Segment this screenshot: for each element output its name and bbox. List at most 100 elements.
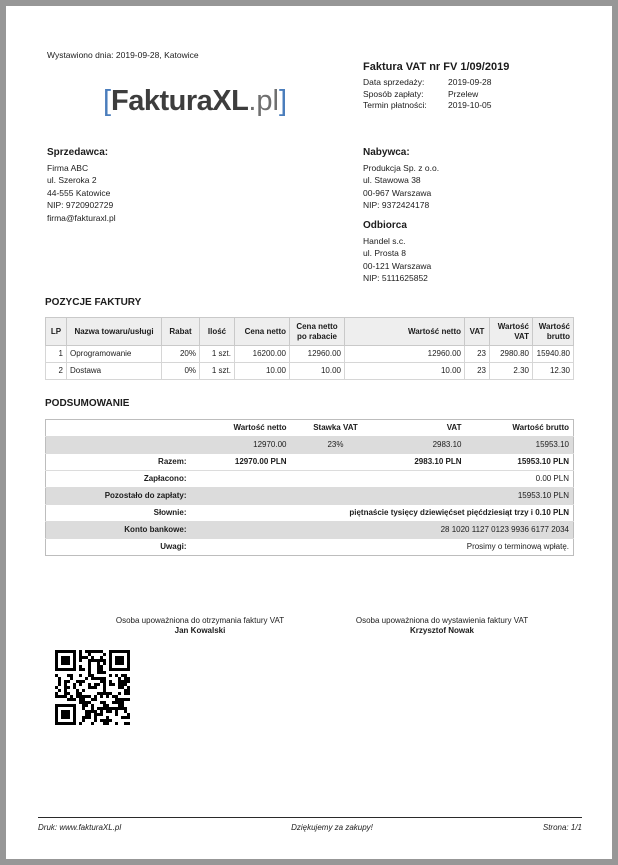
footer-thanks: Dziękujemy za zakupy! — [291, 823, 373, 832]
recipient-city: 00-121 Warszawa — [363, 260, 432, 271]
notes-value: Prosimy o terminową wpłatę. — [190, 538, 574, 556]
item-2-discount: 0% — [161, 362, 200, 380]
logo-bracket-right: ] — [278, 85, 288, 117]
invoice-title: Faktura VAT nr FV 1/09/2019 — [363, 61, 510, 73]
item-1-discount: 20% — [161, 345, 200, 363]
summary-col-vat: VAT — [446, 423, 462, 432]
items-section-heading: POZYCJE FAKTURY — [45, 297, 142, 308]
items-header-row: LP Nazwa towaru/usługi Rabat Ilość Cena … — [45, 317, 574, 346]
recipient-block: Odbiorca Handel s.c. ul. Prosta 8 00-121… — [363, 220, 603, 285]
seller-street: ul. Szeroka 2 — [47, 175, 97, 186]
item-1-qty: 1 szt. — [199, 345, 235, 363]
recipient-nip: NIP: 5111625852 — [363, 273, 428, 284]
invoice-page: Wystawiono dnia: 2019-09-28, Katowice [F… — [6, 6, 612, 859]
due-date-row: Termin płatności: 2019-10-05 — [363, 100, 593, 112]
summary-gross-value: 15953.10 — [465, 436, 574, 454]
summary-section-heading: PODSUMOWANIE — [45, 398, 130, 409]
due-date-value: 2019-10-05 — [448, 100, 492, 110]
item-2-gross-value: 12.30 — [532, 362, 574, 380]
buyer-name: Produkcja Sp. z o.o. — [363, 163, 440, 173]
item-2-qty: 1 szt. — [199, 362, 235, 380]
buyer-city: 00-967 Warszawa — [363, 187, 432, 198]
logo-suffix: .pl — [248, 85, 279, 117]
recipient-street: ul. Prosta 8 — [363, 248, 406, 259]
total-net: 12970.00 PLN — [190, 453, 291, 471]
in-words-row: Słownie: piętnaście tysięcy dziewięćset … — [45, 504, 574, 522]
footer-print-info: Druk: www.fakturaXL.pl — [38, 823, 122, 832]
summary-col-gross: Wartość brutto — [512, 423, 569, 432]
buyer-nip: NIP: 9372424178 — [363, 200, 430, 211]
remaining-value: 15953.10 PLN — [190, 487, 574, 505]
seller-nip: NIP: 9720902729 — [47, 200, 114, 211]
recipient-name: Handel s.c. — [363, 236, 406, 246]
total-gross: 15953.10 PLN — [465, 453, 574, 471]
item-row-1: 1 Oprogramowanie 20% 1 szt. 16200.00 129… — [45, 345, 574, 363]
summary-total-row: Razem: 12970.00 PLN 2983.10 PLN 15953.10… — [45, 453, 574, 471]
seller-name: Firma ABC — [47, 163, 89, 173]
remaining-row: Pozostało do zapłaty: 15953.10 PLN — [45, 487, 574, 505]
signature-receiver-name: Jan Kowalski — [174, 626, 226, 635]
fakturaxl-logo: [FakturaXL.pl] — [55, 84, 335, 118]
summary-rate-value: 23% — [290, 436, 381, 454]
total-label: Razem: — [45, 453, 191, 471]
item-1-net-value: 12960.00 — [344, 345, 465, 363]
notes-row: Uwagi: Prosimy o terminową wpłatę. — [45, 538, 574, 556]
buyer-street: ul. Stawowa 38 — [363, 175, 421, 186]
summary-vat-row: 12970.00 23% 2983.10 15953.10 — [45, 436, 574, 454]
item-1-name: Oprogramowanie — [66, 345, 162, 363]
footer-divider — [38, 817, 582, 818]
item-2-vat: 23 — [464, 362, 490, 380]
footer: Druk: www.fakturaXL.pl Dziękujemy za zak… — [38, 823, 582, 832]
signature-receiver-caption: Osoba upoważniona do otrzymania faktury … — [115, 616, 285, 625]
notes-label: Uwagi: — [45, 538, 191, 556]
sale-date-label: Data sprzedaży: — [363, 77, 425, 87]
seller-email: firma@fakturaxl.pl — [47, 212, 116, 223]
signature-issuer-caption: Osoba upoważniona do wystawienia faktury… — [355, 616, 529, 625]
col-gross-value: Wartość brutto — [532, 317, 574, 346]
footer-page-number: Strona: 1/1 — [542, 823, 582, 832]
col-vat-value: Wartość VAT — [489, 317, 533, 346]
buyer-block: Nabywca: Produkcja Sp. z o.o. ul. Stawow… — [363, 147, 603, 212]
sale-date-row: Data sprzedaży: 2019-09-28 — [363, 77, 593, 89]
summary-col-net: Wartość netto — [233, 423, 287, 432]
seller-city: 44-555 Katowice — [47, 187, 111, 198]
invoice-header: Faktura VAT nr FV 1/09/2019 Data sprzeda… — [363, 61, 593, 112]
total-vat: 2983.10 PLN — [380, 453, 466, 471]
bank-account-label: Konto bankowe: — [45, 521, 191, 539]
items-table: LP Nazwa towaru/usługi Rabat Ilość Cena … — [45, 317, 574, 380]
signature-issuer-name: Krzysztof Nowak — [409, 626, 474, 635]
paid-value: 0.00 PLN — [190, 470, 574, 488]
summary-col-rate: Stawka VAT — [313, 423, 358, 432]
col-vat: VAT — [464, 317, 490, 346]
item-2-lp: 2 — [45, 362, 67, 380]
item-1-vat: 23 — [464, 345, 490, 363]
item-1-net-price-after-discount: 12960.00 — [289, 345, 345, 363]
issued-line: Wystawiono dnia: 2019-09-28, Katowice — [47, 50, 199, 60]
in-words-value: piętnaście tysięcy dziewięćset pięćdzies… — [190, 504, 574, 522]
item-2-net-value: 10.00 — [344, 362, 465, 380]
qr-code — [55, 650, 130, 725]
logo-name: FakturaXL — [111, 85, 249, 117]
recipient-heading: Odbiorca — [363, 220, 407, 231]
item-1-net-price: 16200.00 — [234, 345, 290, 363]
payment-method-value: Przelew — [448, 88, 479, 99]
col-name: Nazwa towaru/usługi — [66, 317, 162, 346]
col-net-value: Wartość netto — [344, 317, 465, 346]
item-2-vat-value: 2.30 — [489, 362, 533, 380]
col-qty: Ilość — [199, 317, 235, 346]
summary-header-row: Wartość netto Stawka VAT VAT Wartość bru… — [46, 420, 574, 437]
col-net-price-after-discount: Cena netto po rabacie — [289, 317, 345, 346]
paid-label: Zapłacono: — [45, 470, 191, 488]
due-date-label: Termin płatności: — [363, 100, 427, 110]
logo-bracket-left: [ — [102, 85, 112, 117]
item-2-net-price-after-discount: 10.00 — [289, 362, 345, 380]
signature-issuer: Osoba upoważniona do wystawienia faktury… — [312, 616, 572, 635]
remaining-label: Pozostało do zapłaty: — [45, 487, 191, 505]
item-row-2: 2 Dostawa 0% 1 szt. 10.00 10.00 10.00 23… — [45, 362, 574, 380]
col-discount: Rabat — [161, 317, 200, 346]
item-1-lp: 1 — [45, 345, 67, 363]
col-lp: LP — [45, 317, 67, 346]
item-2-net-price: 10.00 — [234, 362, 290, 380]
bank-account-value: 28 1020 1127 0123 9936 6177 2034 — [190, 521, 574, 539]
signature-receiver: Osoba upoważniona do otrzymania faktury … — [50, 616, 350, 635]
